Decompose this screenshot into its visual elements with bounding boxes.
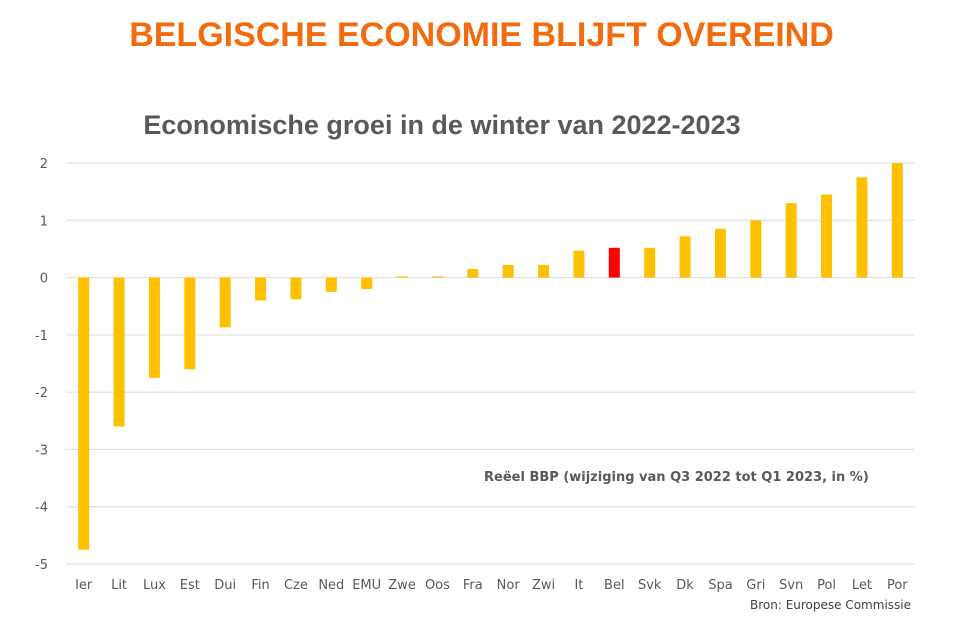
x-tick-label: Lit: [111, 578, 127, 593]
x-tick-label: Por: [887, 578, 908, 593]
y-tick-label: -3: [35, 443, 48, 458]
x-tick-label: Spa: [708, 578, 732, 593]
x-tick-label: Dk: [676, 578, 694, 593]
x-tick-label: Pol: [817, 578, 836, 593]
bar-it: [573, 250, 585, 278]
chart-annotation: Reëel BBP (wijziging van Q3 2022 tot Q1 …: [484, 470, 869, 485]
x-tick-label: Gri: [746, 578, 765, 593]
y-tick-label: -2: [35, 386, 48, 401]
bar-svn: [785, 203, 797, 278]
y-tick-label: -4: [35, 501, 48, 516]
gridlines: [66, 162, 915, 565]
x-tick-label: Svn: [779, 578, 803, 593]
bar-emu: [361, 277, 373, 290]
x-tick-label: Cze: [284, 578, 308, 593]
x-tick-label: Let: [852, 578, 872, 593]
x-tick-label: Nor: [497, 578, 521, 593]
x-tick-label: It: [574, 578, 583, 593]
bar-lux: [148, 277, 160, 378]
bars: [78, 163, 903, 550]
bar-fin: [255, 277, 267, 301]
y-tick-label: -5: [35, 558, 48, 573]
bar-fra: [467, 268, 479, 278]
x-tick-label: Bel: [604, 578, 625, 593]
x-tick-label: EMU: [352, 578, 381, 593]
bar-dui: [219, 277, 231, 328]
x-tick-label: Svk: [638, 578, 662, 593]
bar-nor: [502, 264, 514, 278]
x-tick-label: Zwi: [532, 578, 555, 593]
bar-pol: [821, 194, 833, 278]
y-tick-label: -1: [35, 329, 48, 344]
bar-ier: [78, 277, 90, 550]
headline: BELGISCHE ECONOMIE BLIJFT OVEREIND: [129, 16, 834, 54]
x-tick-label: Oos: [425, 578, 450, 593]
chart-title: Economische groei in de winter van 2022-…: [143, 110, 741, 140]
bar-ned: [325, 277, 337, 292]
x-tick-label: Est: [180, 578, 200, 593]
bar-cze: [290, 277, 302, 300]
bar-spa: [714, 228, 726, 278]
y-tick-label: 1: [40, 214, 48, 229]
x-tick-label: Ier: [75, 578, 93, 593]
bar-let: [856, 177, 868, 278]
bar-est: [184, 277, 196, 370]
bar-dk: [679, 236, 691, 278]
bar-bel: [608, 247, 620, 278]
bar-zwe: [396, 276, 408, 278]
y-tick-label: 0: [40, 272, 48, 287]
x-tick-label: Ned: [318, 578, 344, 593]
x-tick-label: Zwe: [388, 578, 416, 593]
y-axis-ticks: 2 1 0 -1 -2 -3 -4 -5: [35, 157, 48, 573]
x-axis-ticks: Ier Lit Lux Est Dui Fin Cze Ned EMU Zwe Oos Fra Nor Z…: [75, 578, 908, 593]
bar-por: [891, 163, 903, 278]
bar-lit: [113, 277, 125, 427]
x-tick-label: Fra: [463, 578, 483, 593]
bar-svk: [644, 247, 656, 278]
bar-oos: [431, 276, 443, 278]
x-tick-label: Fin: [251, 578, 269, 593]
x-tick-label: Dui: [214, 578, 236, 593]
bar-gri: [750, 220, 762, 278]
bar-zwi: [538, 264, 550, 278]
y-tick-label: 2: [40, 157, 48, 172]
source-note: Bron: Europese Commissie: [749, 598, 911, 612]
x-tick-label: Lux: [143, 578, 166, 593]
